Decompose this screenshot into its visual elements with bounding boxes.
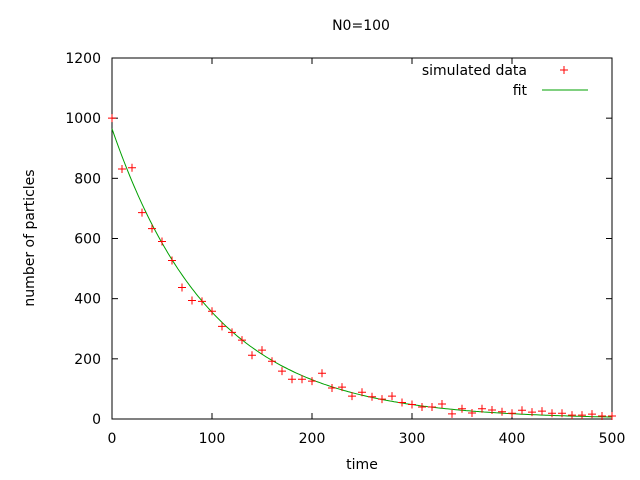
data-point-plus (118, 165, 126, 174)
data-point-plus (178, 283, 186, 292)
data-point-plus (228, 328, 236, 337)
data-point-plus (108, 114, 116, 123)
data-point-plus (358, 388, 366, 397)
x-axis-label: time (346, 457, 378, 473)
y-tick-label: 600 (74, 232, 101, 248)
data-point-plus (508, 409, 516, 418)
data-point-plus (348, 392, 356, 401)
y-tick-label: 400 (74, 292, 101, 308)
x-tick-label: 400 (499, 431, 526, 447)
legend-label-fit: fit (513, 83, 528, 99)
y-tick-label: 0 (92, 412, 101, 428)
data-point-plus (448, 409, 456, 418)
data-point-plus (338, 383, 346, 392)
x-tick-label: 200 (299, 431, 326, 447)
x-tick-label: 0 (108, 431, 117, 447)
data-point-plus (528, 408, 536, 417)
data-point-plus (518, 406, 526, 415)
y-tick-label: 1200 (65, 51, 101, 67)
data-point-plus (548, 409, 556, 418)
data-point-plus (418, 402, 426, 411)
data-point-plus (208, 307, 216, 316)
data-point-plus (248, 351, 256, 360)
data-point-plus (388, 392, 396, 401)
y-tick-label: 1000 (65, 111, 101, 127)
data-point-plus (308, 377, 316, 386)
axis-tick-labels: 0 100 200 300 400 500 0 200 400 600 800 1000 1200 (65, 51, 625, 447)
data-point-plus (568, 411, 576, 420)
y-tick-label: 200 (74, 352, 101, 368)
x-tick-label: 500 (599, 431, 626, 447)
y-axis-label: number of particles (22, 169, 38, 306)
data-point-plus (538, 407, 546, 416)
data-point-plus (268, 357, 276, 366)
data-point-plus (478, 404, 486, 413)
fit-curve (111, 128, 612, 418)
data-point-plus (578, 411, 586, 420)
data-point-plus (468, 408, 476, 417)
data-point-plus (278, 367, 286, 376)
legend-plus-marker-icon (560, 66, 568, 74)
data-point-plus (438, 399, 446, 408)
simulated-data-series (108, 114, 616, 420)
data-point-plus (168, 256, 176, 265)
data-point-plus (488, 405, 496, 414)
data-point-plus (288, 375, 296, 384)
data-point-plus (498, 407, 506, 416)
data-point-plus (158, 237, 166, 246)
data-point-plus (148, 224, 156, 233)
data-point-plus (238, 336, 246, 345)
data-point-plus (318, 369, 326, 378)
data-point-plus (378, 395, 386, 404)
x-tick-label: 300 (399, 431, 426, 447)
data-point-plus (408, 400, 416, 409)
data-point-plus (428, 402, 436, 411)
data-point-plus (198, 297, 206, 306)
data-point-plus (328, 384, 336, 393)
legend-label-simulated-data: simulated data (422, 63, 527, 79)
fit-line-series (111, 128, 612, 418)
y-tick-label: 800 (74, 171, 101, 187)
data-point-plus (398, 398, 406, 407)
plot-border (111, 57, 613, 420)
x-tick-label: 100 (199, 431, 226, 447)
data-point-plus (188, 296, 196, 305)
axis-ticks (111, 57, 613, 420)
data-point-plus (218, 322, 226, 331)
data-point-plus (608, 411, 616, 420)
data-point-plus (258, 346, 266, 355)
chart-title: N0=100 (332, 18, 390, 34)
data-point-plus (298, 375, 306, 384)
data-point-plus (458, 404, 466, 413)
data-point-plus (128, 163, 136, 172)
data-point-plus (588, 410, 596, 419)
data-point-plus (368, 392, 376, 401)
data-point-plus (598, 411, 606, 420)
legend: simulated data fit (422, 63, 588, 99)
data-point-plus (138, 208, 146, 217)
data-point-plus (558, 409, 566, 418)
